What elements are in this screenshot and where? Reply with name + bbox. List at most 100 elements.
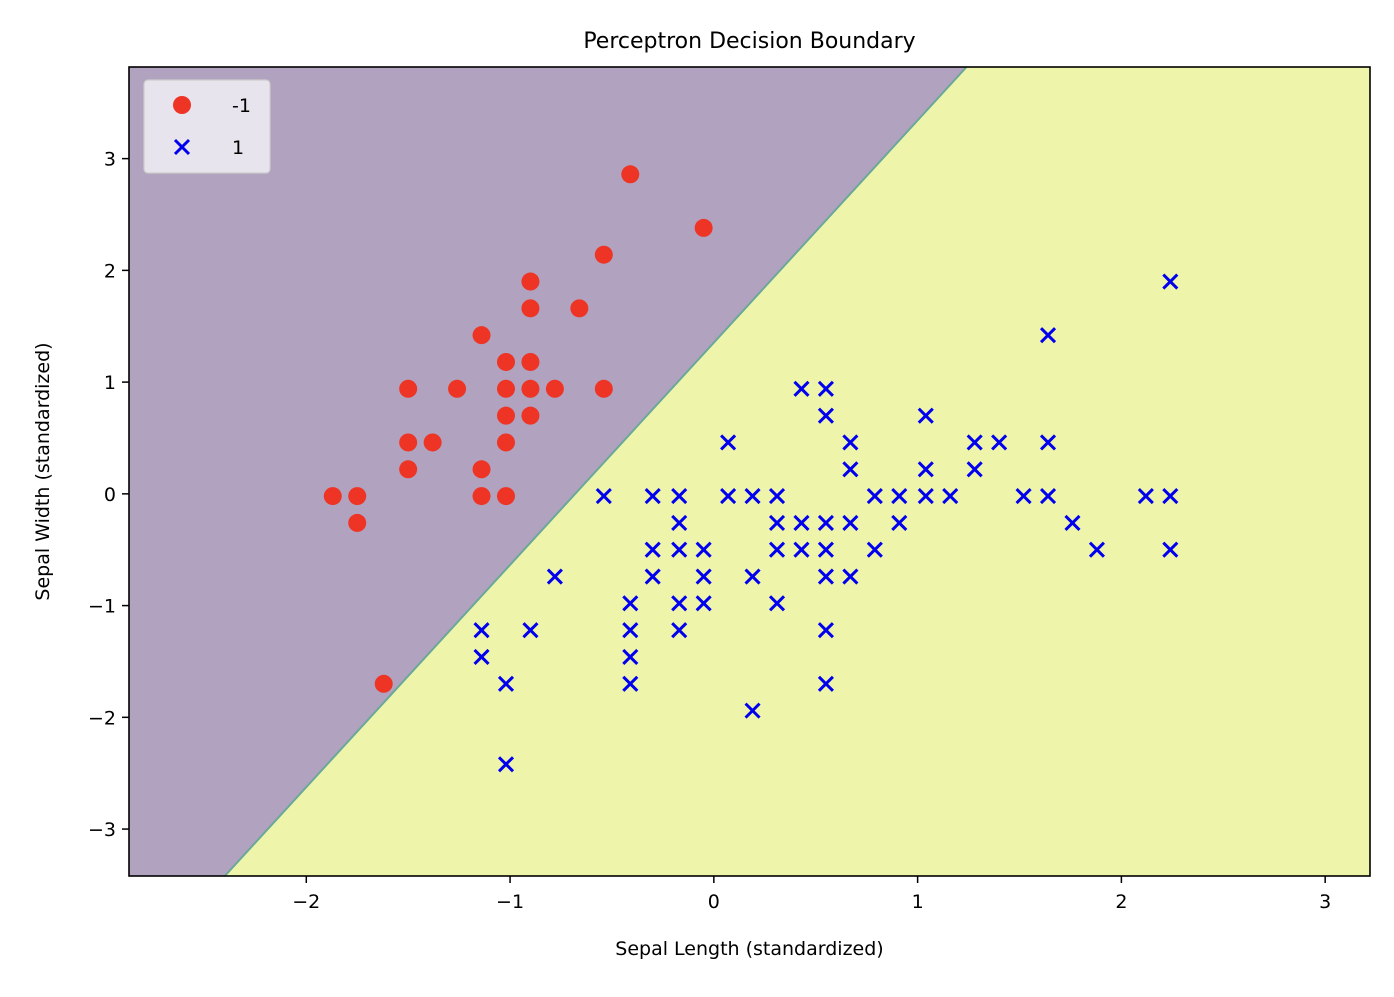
x-tick-label: −2 xyxy=(292,891,320,913)
point-class-1 xyxy=(1015,488,1032,505)
point-class-1 xyxy=(1162,488,1179,505)
point-class-1 xyxy=(671,514,688,531)
point-class-1 xyxy=(891,514,908,531)
y-tick-label: −3 xyxy=(88,819,116,841)
point-class-1 xyxy=(817,541,834,558)
point-class-neg1 xyxy=(374,674,393,693)
y-tick-label: −2 xyxy=(88,707,116,729)
x-tick-label: 1 xyxy=(912,891,924,913)
point-class-1 xyxy=(1162,273,1179,290)
point-class-1 xyxy=(793,514,810,531)
point-class-neg1 xyxy=(545,379,564,398)
point-class-neg1 xyxy=(594,379,613,398)
point-class-1 xyxy=(671,488,688,505)
point-class-1 xyxy=(1088,541,1106,558)
point-class-1 xyxy=(817,568,834,585)
point-class-1 xyxy=(644,568,661,585)
y-axis-ticks: −3 −2 −1 0 1 2 3 xyxy=(88,149,129,841)
point-class-1 xyxy=(991,434,1008,451)
point-class-1 xyxy=(842,514,859,531)
point-class-1 xyxy=(768,488,786,505)
x-tick-label: 2 xyxy=(1115,891,1127,913)
legend-marker-class-1 xyxy=(173,138,191,156)
point-class-1 xyxy=(917,407,934,424)
y-tick-label: −1 xyxy=(88,596,116,618)
point-class-1 xyxy=(622,648,639,666)
point-class-1 xyxy=(917,461,934,478)
point-class-1 xyxy=(473,648,490,666)
point-class-1 xyxy=(842,434,859,451)
point-class-neg1 xyxy=(399,379,418,398)
point-class-1 xyxy=(768,595,786,612)
point-class-neg1 xyxy=(348,513,367,532)
point-class-1 xyxy=(793,541,810,558)
point-class-neg1 xyxy=(323,487,342,506)
decision-boundary-line xyxy=(224,67,968,876)
point-class-1 xyxy=(695,595,712,612)
point-class-1 xyxy=(695,541,712,558)
point-class-1 xyxy=(497,675,515,692)
point-class-1 xyxy=(695,568,712,585)
point-class-1 xyxy=(891,488,908,505)
legend-label: 1 xyxy=(232,137,244,159)
y-tick-label: 2 xyxy=(104,260,116,282)
point-class-neg1 xyxy=(496,379,515,398)
x-tick-label: −1 xyxy=(496,891,524,913)
point-class-neg1 xyxy=(472,487,491,506)
point-class-1 xyxy=(744,568,761,585)
point-class-1 xyxy=(866,541,883,558)
legend: -1 1 xyxy=(143,79,271,174)
point-class-1 xyxy=(671,541,688,558)
point-class-neg1 xyxy=(521,352,540,371)
point-class-1 xyxy=(546,568,563,585)
point-class-neg1 xyxy=(621,165,640,184)
point-class-neg1 xyxy=(521,379,540,398)
point-class-1 xyxy=(966,434,983,451)
point-class-neg1 xyxy=(423,433,442,452)
point-class-1 xyxy=(644,541,661,558)
point-class-neg1 xyxy=(496,487,515,506)
point-class-1 xyxy=(622,675,639,692)
point-class-neg1 xyxy=(472,326,491,345)
legend-marker-class-neg1 xyxy=(173,96,191,114)
point-class-neg1 xyxy=(570,299,589,318)
point-class-1 xyxy=(817,675,834,692)
point-class-neg1 xyxy=(399,460,418,479)
chart-title: Perceptron Decision Boundary xyxy=(583,29,915,54)
decision-regions xyxy=(129,67,1370,876)
x-tick-label: 0 xyxy=(708,891,720,913)
point-class-1 xyxy=(522,622,539,639)
point-class-1 xyxy=(720,488,737,505)
data-points xyxy=(323,165,1179,773)
point-class-1 xyxy=(473,622,490,639)
point-class-neg1 xyxy=(448,379,467,398)
point-class-1 xyxy=(744,488,761,505)
point-class-1 xyxy=(720,434,737,451)
x-axis-ticks: −2 −1 0 1 2 3 xyxy=(292,876,1331,913)
point-class-neg1 xyxy=(496,433,515,452)
legend-label: -1 xyxy=(232,95,251,117)
point-class-neg1 xyxy=(348,487,367,506)
point-class-neg1 xyxy=(521,272,540,291)
point-class-1 xyxy=(817,380,834,397)
point-class-1 xyxy=(1039,434,1057,451)
point-class-1 xyxy=(842,461,859,478)
point-class-1 xyxy=(595,488,612,505)
point-class-neg1 xyxy=(496,406,515,425)
point-class-1 xyxy=(744,702,761,719)
point-class-1 xyxy=(768,541,786,558)
point-class-1 xyxy=(842,568,859,585)
point-class-neg1 xyxy=(594,245,613,264)
point-class-1 xyxy=(1162,541,1179,558)
point-class-1 xyxy=(793,380,810,397)
point-class-neg1 xyxy=(521,406,540,425)
point-class-1 xyxy=(622,595,639,612)
point-class-neg1 xyxy=(694,218,713,237)
point-class-1 xyxy=(817,407,834,424)
point-class-1 xyxy=(817,514,834,531)
plot-frame xyxy=(128,66,1371,877)
point-class-1 xyxy=(671,595,688,612)
point-class-1 xyxy=(1039,327,1057,344)
point-class-1 xyxy=(917,488,934,505)
